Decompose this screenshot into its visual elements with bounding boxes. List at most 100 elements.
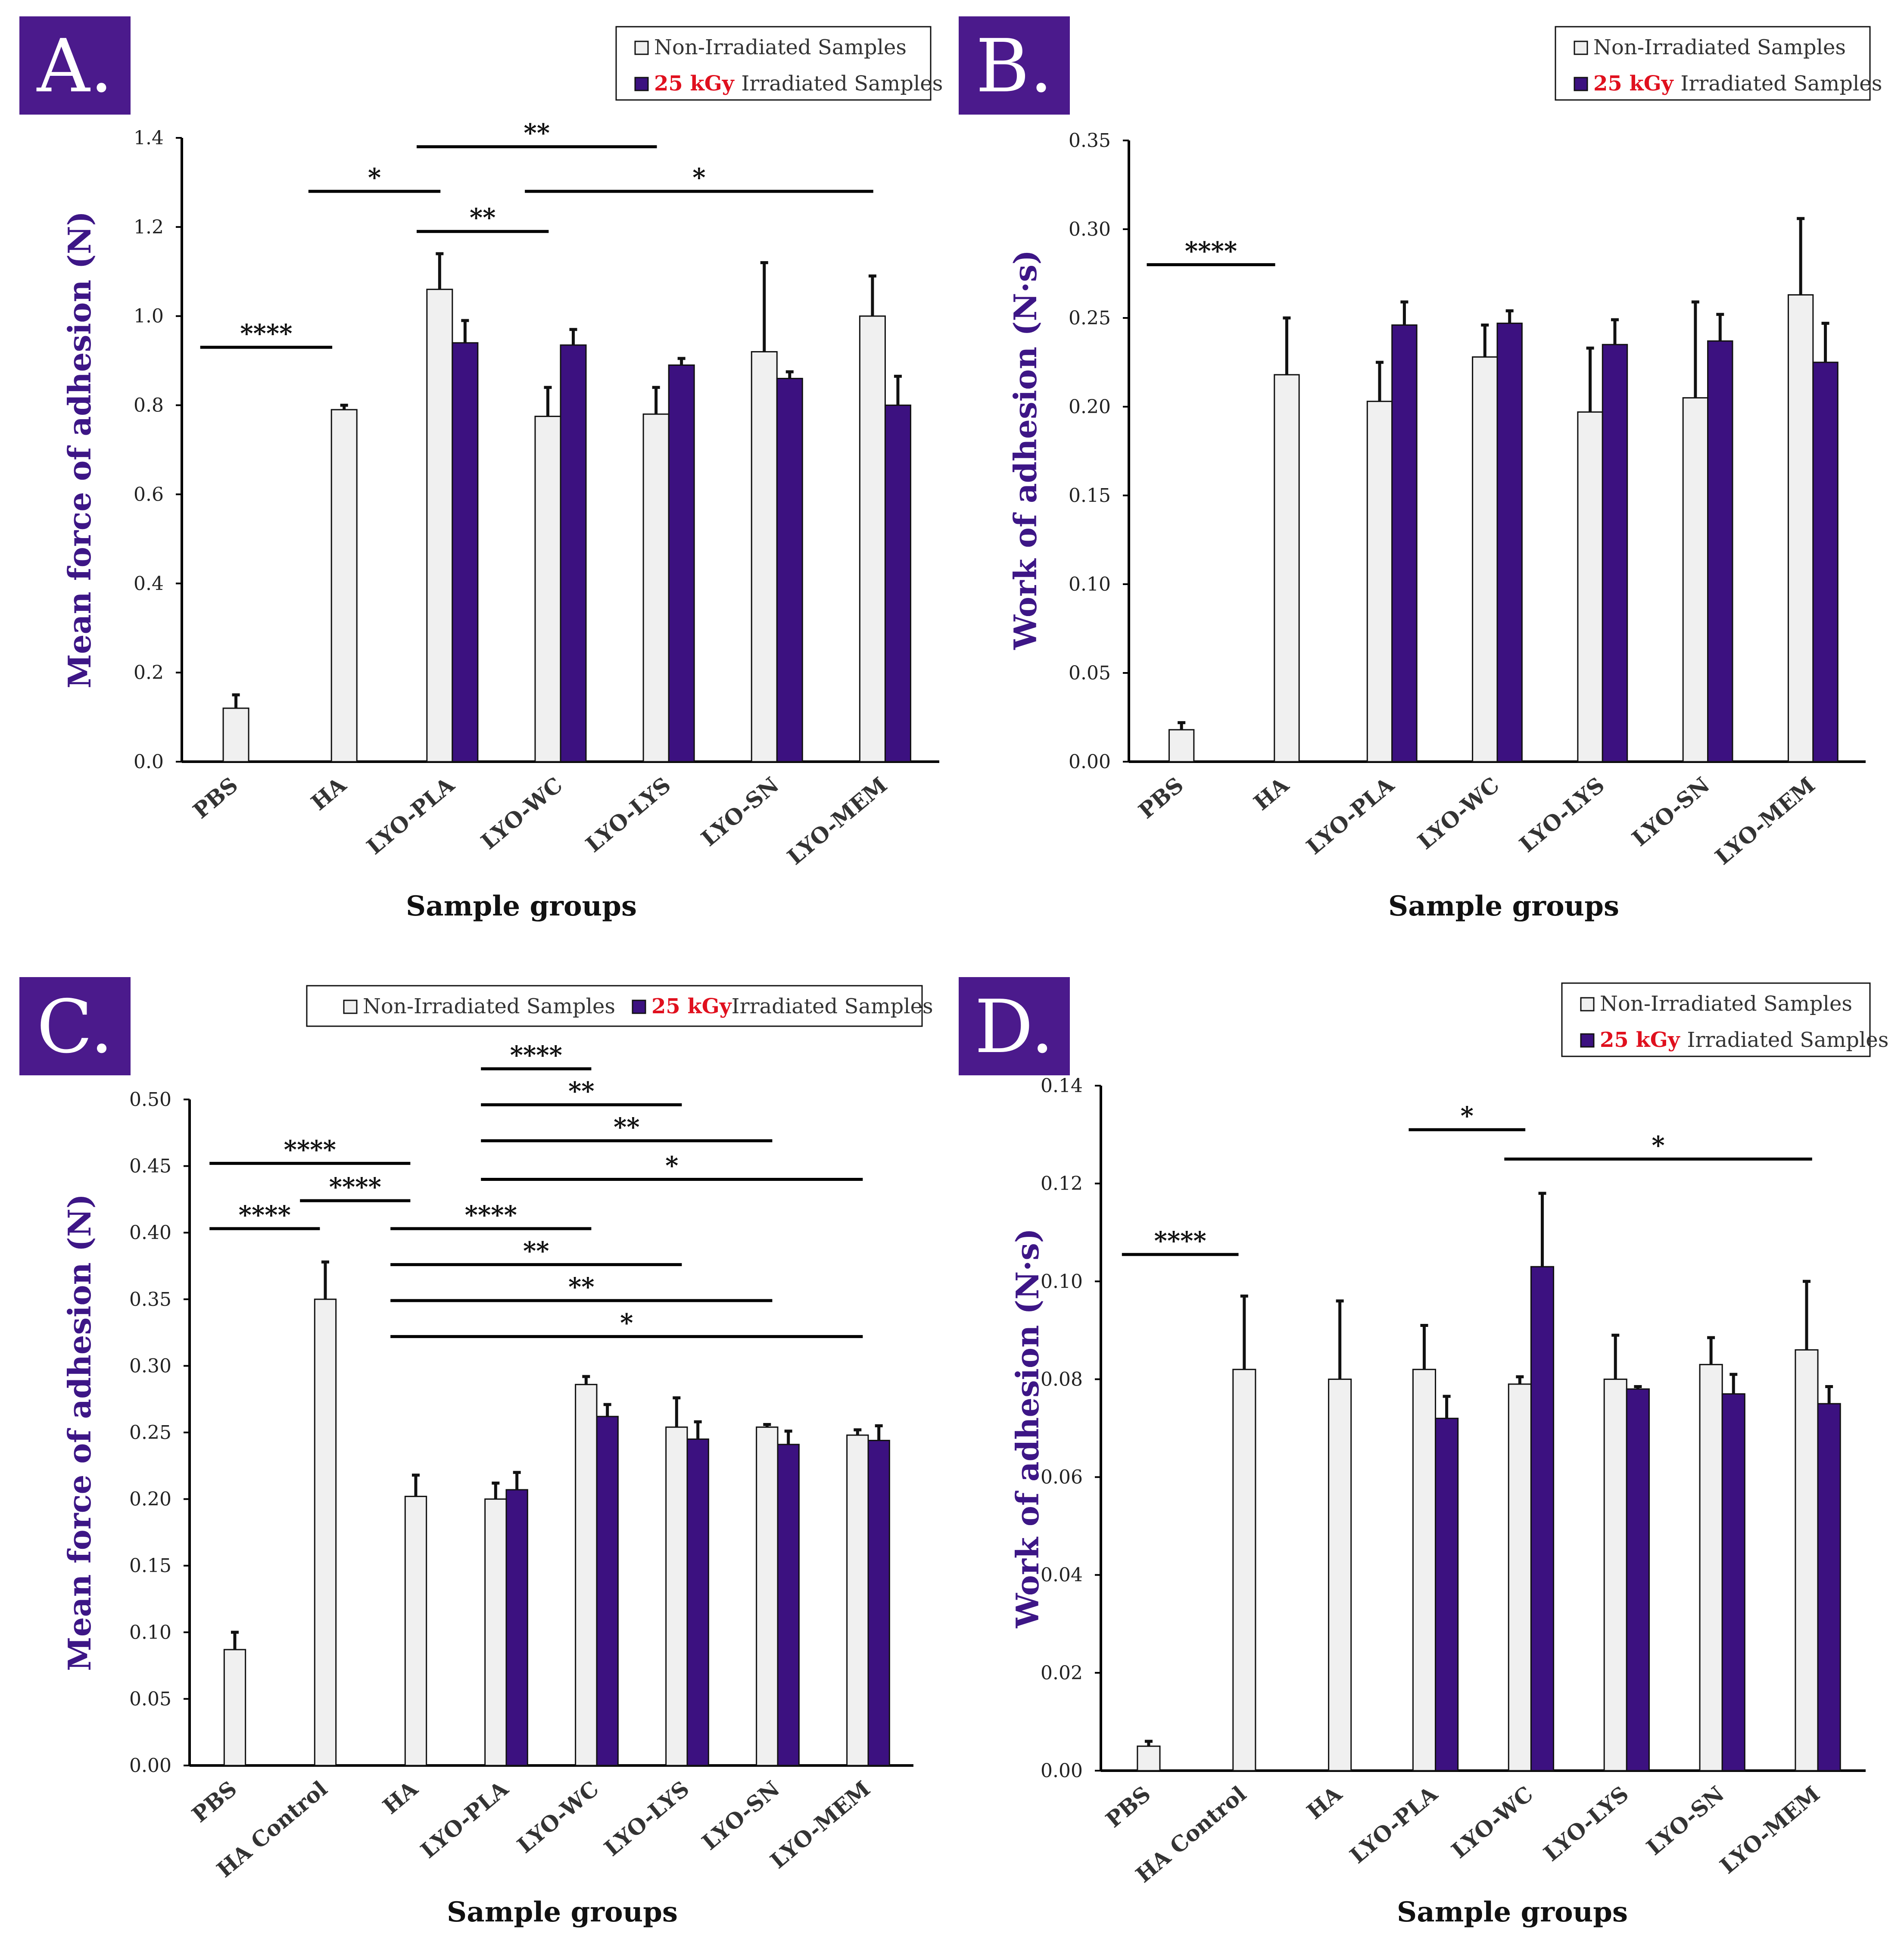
bar-irradiated-lyo-mem — [884, 405, 911, 763]
y-tick-label: 0.40 — [129, 1222, 171, 1244]
x-category-label: LYO-PLA — [362, 772, 460, 859]
y-tick-label: 0.00 — [129, 1755, 171, 1777]
legend-swatch — [632, 999, 646, 1014]
bar-non-irradiated-lyo-pla — [1412, 1369, 1437, 1772]
x-category-label: HA — [1302, 1781, 1347, 1824]
bar-irradiated-lyo-sn — [777, 1444, 800, 1766]
panel-label: C. — [37, 984, 113, 1070]
bar-irradiated-lyo-pla — [1391, 324, 1418, 763]
legend-box — [1555, 26, 1871, 101]
bar-non-irradiated-lyo-sn — [1682, 397, 1709, 763]
legend-swatch — [1580, 1033, 1595, 1048]
x-category-label: LYO-LYS — [581, 772, 676, 857]
y-axis-label: Mean force of adhesion (N) — [61, 1194, 98, 1671]
bar-irradiated-lyo-lys — [668, 364, 695, 763]
bar-non-irradiated-ha — [1274, 374, 1300, 763]
legend-entry-part: Irradiated Samples — [732, 994, 933, 1018]
bar-irradiated-lyo-wc — [1496, 322, 1523, 763]
x-category-label: LYO-LYS — [1539, 1781, 1633, 1866]
legend-entry-part: 25 kGy — [1600, 1028, 1687, 1052]
x-category-label: LYO-PLA — [1302, 772, 1399, 859]
bar-non-irradiated-lyo-mem — [1795, 1349, 1819, 1772]
bar-non-irradiated-lyo-wc — [1508, 1383, 1532, 1772]
significance-label: **** — [465, 1200, 517, 1230]
legend-entry-part: 25 kGy — [1593, 72, 1680, 96]
legend-swatch — [1574, 40, 1588, 55]
x-category-label: PBS — [1101, 1781, 1156, 1833]
bar-non-irradiated-lyo-lys — [1603, 1378, 1627, 1772]
panel-label: D. — [975, 984, 1054, 1070]
bar-non-irradiated-pbs — [1168, 729, 1195, 763]
significance-label: ** — [614, 1112, 640, 1142]
x-category-label: LYO-MEM — [765, 1776, 875, 1874]
panel-badge — [19, 977, 131, 1075]
legend-entry: 25 kGy Irradiated Samples — [1600, 1028, 1888, 1052]
bar-non-irradiated-lyo-pla — [426, 289, 453, 763]
significance-label: ** — [470, 203, 496, 232]
bar-irradiated-lyo-wc — [1530, 1266, 1555, 1772]
panel-badge — [959, 16, 1070, 115]
x-category-label: LYO-SN — [697, 1776, 785, 1855]
legend-entry-part: Irradiated Samples — [1680, 72, 1882, 96]
x-category-label: LYO-SN — [1627, 772, 1714, 851]
y-tick-label: 0.00 — [1041, 1760, 1083, 1782]
x-category-label: LYO-WC — [476, 772, 567, 854]
x-category-label: PBS — [187, 1776, 242, 1828]
bar-irradiated-lyo-pla — [452, 342, 479, 763]
y-tick-label: 0.00 — [1069, 751, 1111, 773]
bar-non-irradiated-pbs — [222, 707, 249, 763]
bar-non-irradiated-lyo-sn — [756, 1426, 779, 1766]
y-tick-label: 0.4 — [134, 573, 164, 595]
legend-entry-part: 25 kGy — [651, 994, 732, 1018]
y-tick-label: 0.25 — [1069, 307, 1111, 329]
legend-entry-part: Non-Irradiated Samples — [654, 35, 907, 59]
significance-label: ** — [524, 118, 550, 148]
x-category-label: LYO-MEM — [1710, 772, 1820, 870]
bar-non-irradiated-lyo-sn — [1699, 1364, 1723, 1772]
panel-label: B. — [976, 24, 1053, 109]
significance-label: **** — [329, 1172, 381, 1202]
y-tick-label: 1.2 — [134, 216, 164, 238]
y-tick-label: 0.06 — [1041, 1467, 1083, 1488]
bar-non-irradiated-ha — [1328, 1378, 1352, 1772]
legend-entry: Non-Irradiated Samples — [654, 35, 907, 59]
legend-swatch — [1580, 997, 1595, 1012]
bar-non-irradiated-lyo-pla — [1366, 401, 1393, 763]
x-category-label: LYO-MEM — [1715, 1781, 1824, 1879]
y-tick-label: 0.10 — [129, 1622, 171, 1644]
y-tick-label: 0.20 — [1069, 396, 1111, 418]
y-tick-label: 0.30 — [129, 1355, 171, 1377]
bar-non-irradiated-ha-control — [1232, 1369, 1256, 1772]
y-tick-label: 0.45 — [129, 1155, 171, 1177]
bar-non-irradiated-lyo-lys — [1577, 411, 1603, 763]
x-axis-label: Sample groups — [1397, 1896, 1628, 1928]
bar-non-irradiated-lyo-lys — [642, 413, 670, 763]
x-category-label: LYO-SN — [696, 772, 784, 851]
y-tick-label: 0.2 — [134, 662, 164, 684]
significance-label: **** — [510, 1040, 562, 1070]
legend-entry-part: 25 kGy — [654, 72, 741, 96]
bar-irradiated-lyo-lys — [1602, 344, 1628, 763]
x-category-label: LYO-WC — [1413, 772, 1504, 854]
significance-label: * — [1652, 1130, 1664, 1160]
x-category-label: LYO-LYS — [1514, 772, 1609, 857]
x-axis-label: Sample groups — [447, 1896, 678, 1928]
bar-non-irradiated-lyo-pla — [484, 1498, 507, 1766]
legend-box — [615, 26, 932, 101]
y-tick-label: 0.6 — [134, 483, 164, 505]
significance-label: * — [620, 1308, 633, 1337]
significance-label: ** — [523, 1236, 549, 1265]
x-axis-label: Sample groups — [1388, 890, 1619, 922]
panel-badge — [959, 977, 1070, 1075]
legend-swatch — [634, 77, 649, 91]
x-category-label: LYO-WC — [1446, 1781, 1538, 1863]
legend-entry-part: Irradiated Samples — [741, 72, 943, 96]
y-tick-label: 0.10 — [1041, 1270, 1083, 1292]
bar-irradiated-lyo-sn — [1721, 1393, 1745, 1772]
y-tick-label: 0.05 — [1069, 662, 1111, 684]
legend-entry: 25 kGy Irradiated Samples — [654, 72, 943, 96]
y-axis-label: Work of adhesion (N·s) — [1007, 250, 1044, 650]
significance-label: **** — [1154, 1226, 1206, 1255]
x-category-label: LYO-SN — [1642, 1781, 1729, 1860]
y-tick-label: 0.12 — [1041, 1173, 1083, 1195]
